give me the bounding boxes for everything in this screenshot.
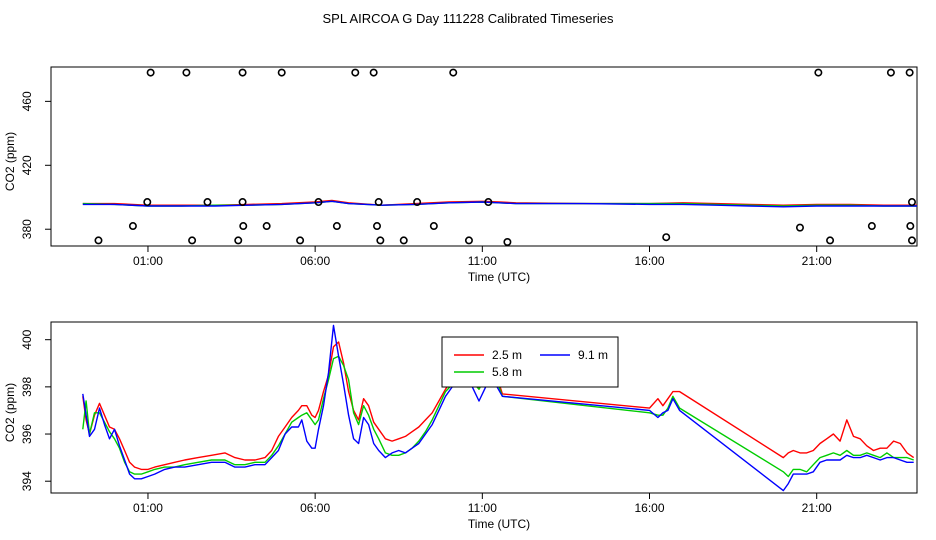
bottom-panel-y-tick-label: 398 [20, 377, 34, 397]
top-panel-data-point [277, 68, 286, 77]
bottom-panel-y-tick-label: 394 [20, 471, 34, 491]
top-panel-frame [50, 66, 918, 247]
top-panel-data-point [662, 233, 671, 242]
bottom-panel-x-tick-label: 11:00 [468, 501, 497, 515]
legend-label: 5.8 m [492, 365, 522, 379]
bottom-panel-y-axis-label: CO2 (ppm) [3, 383, 17, 442]
top-panel-data-point [143, 198, 152, 207]
top-panel-data-point [376, 236, 385, 245]
top-panel-y-axis-label: CO2 (ppm) [3, 132, 17, 191]
top-panel-data-point [146, 68, 155, 77]
top-panel-data-point [906, 222, 915, 231]
top-panel-data-point [332, 222, 341, 231]
legend-label: 9.1 m [578, 348, 608, 362]
top-panel-x-tick-label: 06:00 [300, 254, 330, 268]
bottom-panel-x-tick-label: 16:00 [634, 501, 664, 515]
bottom-panel-x-tick-label: 06:00 [300, 501, 330, 515]
top-panel-data-point [484, 198, 493, 207]
top-panel-data-point [296, 236, 305, 245]
top-panel-data-point [238, 198, 247, 207]
top-panel-data-point [907, 198, 916, 207]
top-panel-data-point [413, 198, 422, 207]
top-panel-x-tick-label: 16:00 [634, 254, 664, 268]
top-panel-data-point [464, 236, 473, 245]
top-panel-x-tick-label: 21:00 [802, 254, 832, 268]
top-panel-data-point [182, 68, 191, 77]
top-panel-data-point [128, 222, 137, 231]
top-panel-data-point [795, 223, 804, 232]
top-panel-data-point [188, 236, 197, 245]
top-panel-data-point [314, 198, 323, 207]
bottom-panel-x-tick-label: 21:00 [802, 501, 832, 515]
top-panel-data-point [503, 238, 512, 246]
top-panel-data-point [867, 222, 876, 231]
top-panel-data-point [369, 68, 378, 77]
bottom-panel-series-2-5-m [82, 341, 915, 471]
top-panel-data-point [94, 236, 103, 245]
legend-label: 2.5 m [492, 348, 522, 362]
bottom-panel-x-axis-label: Time (UTC) [468, 517, 530, 531]
top-panel-series-9-1-m [82, 200, 917, 208]
bottom-panel-x-tick-label: 01:00 [133, 501, 163, 515]
top-panel-data-point [239, 222, 248, 231]
top-panel-y-tick-label: 420 [20, 155, 34, 175]
top-panel-data-point [905, 68, 914, 77]
top-panel-data-point [234, 236, 243, 245]
bottom-panel-y-tick-label: 396 [20, 424, 34, 444]
bottom-panel-series-5-8-m [82, 355, 914, 478]
top-panel-data-point [351, 68, 360, 77]
top-panel-data-point [373, 222, 382, 231]
top-panel-x-tick-label: 01:00 [133, 254, 163, 268]
top-panel-x-axis-label: Time (UTC) [468, 270, 530, 284]
chart-title: SPL AIRCOA G Day 111228 Calibrated Times… [323, 11, 614, 26]
top-panel-plot-area [82, 68, 917, 246]
top-panel-data-point [203, 198, 212, 207]
top-panel-data-point [399, 236, 408, 245]
top-panel-data-point [238, 68, 247, 77]
bottom-panel-series-9-1-m [82, 324, 914, 492]
bottom-panel-plot-area [82, 324, 915, 492]
legend-box [441, 336, 619, 388]
bottom-panel-y-tick-label: 400 [20, 329, 34, 349]
top-panel-data-point [826, 236, 835, 245]
top-panel-y-tick-label: 380 [20, 219, 34, 239]
top-panel-x-tick-label: 11:00 [468, 254, 497, 268]
top-panel-data-point [886, 68, 895, 77]
top-panel-data-point [429, 222, 438, 231]
top-panel-data-point [262, 222, 271, 231]
top-panel-y-tick-label: 460 [20, 91, 34, 111]
top-panel-data-point [449, 68, 458, 77]
top-panel-data-point [907, 236, 916, 245]
bottom-panel-frame [50, 321, 918, 494]
top-panel-data-point [374, 198, 383, 207]
top-panel-data-point [814, 68, 823, 77]
